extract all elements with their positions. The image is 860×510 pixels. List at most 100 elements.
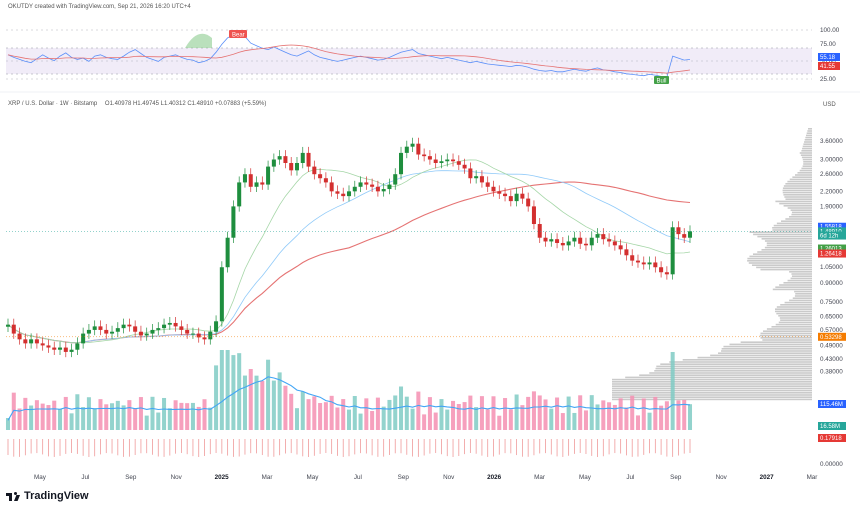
time-axis-label: Mar: [534, 474, 545, 481]
volume-profile-bar: [764, 246, 812, 249]
candle-body: [23, 339, 28, 344]
volume-bar: [329, 395, 334, 430]
volume-profile-bar: [776, 312, 812, 315]
candle-body: [312, 166, 317, 175]
candles: [5, 137, 693, 358]
volume-bar: [387, 399, 392, 430]
candle-body: [150, 329, 155, 334]
volume-bar: [352, 396, 357, 430]
candle-body: [653, 262, 658, 268]
time-axis-label: Sep: [398, 474, 410, 481]
candle-body: [670, 227, 675, 275]
volume-bar: [399, 386, 404, 430]
candle-body: [115, 328, 120, 332]
candle-body: [167, 322, 172, 325]
volume-profile-bar: [771, 326, 812, 328]
candle-body: [69, 349, 74, 352]
price-tag: [818, 434, 846, 442]
volume-profile-bar: [783, 205, 812, 207]
candle-body: [370, 184, 375, 187]
candle-body: [75, 343, 80, 350]
volume-bar: [578, 395, 583, 430]
volume-bar: [219, 350, 224, 430]
candle-body: [485, 182, 490, 187]
volume-profile-bar: [766, 244, 812, 247]
volume-profile-bar: [790, 277, 812, 280]
price-axis-label: 0.90000: [820, 280, 843, 287]
volume-profile-bar: [779, 317, 812, 319]
price-tag-text: 1.26013: [820, 247, 842, 253]
volume-profile-bar: [794, 290, 812, 293]
volume-profile-bar: [802, 165, 812, 167]
bottom-histogram: [7, 439, 691, 457]
volume-profile-bar: [612, 385, 812, 387]
volume-bar: [641, 398, 646, 430]
volume-profile-bar: [794, 174, 812, 176]
volume-profile-bar: [805, 136, 812, 139]
volume-profile-bar: [773, 224, 812, 227]
volume-bar: [121, 405, 126, 430]
volume-profile-bar: [783, 194, 812, 196]
candle-body: [508, 196, 513, 202]
volume-bar: [503, 398, 508, 430]
volume-profile-bar: [802, 147, 812, 150]
volume-bar: [572, 412, 577, 430]
candle-body: [624, 249, 629, 256]
bull-label-text: Bull: [657, 78, 667, 84]
volume-bar: [647, 412, 652, 430]
volume-profile-bar: [791, 213, 812, 216]
price-tag-text: 115.46M: [820, 402, 843, 408]
volume-bar: [214, 365, 219, 430]
volume-profile-bar: [669, 361, 812, 363]
volume-profile-bar: [803, 143, 812, 145]
volume-profile-bar: [761, 238, 812, 240]
volume-bar: [676, 400, 681, 430]
volume-bar: [653, 396, 658, 430]
rsi-axis-label: 100.00: [820, 27, 840, 34]
time-axis-label: Sep: [670, 474, 682, 481]
volume-profile-bar: [785, 198, 812, 200]
candle-body: [387, 184, 392, 190]
volume-profile-bar: [787, 207, 812, 209]
volume-profile-bar: [782, 187, 812, 189]
volume-bar: [381, 406, 386, 430]
price-axis-label: 2.20000: [820, 188, 843, 195]
candle-body: [404, 146, 409, 153]
volume-profile-bar: [781, 220, 812, 222]
volume-profile-bar: [751, 264, 812, 266]
volume-profile-bar: [776, 306, 812, 308]
volume-bar: [526, 396, 531, 430]
volume-bar: [520, 405, 525, 430]
volume-bar: [23, 397, 28, 430]
volume-bar: [479, 396, 484, 430]
volume-bar: [63, 396, 68, 430]
price-tag-text: 1.26418: [820, 252, 842, 258]
candle-body: [566, 241, 571, 246]
volume-profile-bar: [791, 273, 812, 275]
volume-profile-bar: [612, 378, 812, 381]
candle-body: [121, 324, 126, 329]
candle-body: [144, 333, 149, 336]
candle-body: [399, 152, 404, 175]
volume-bar: [69, 413, 74, 430]
volume-bar: [462, 402, 467, 430]
rsi-overbought-fill: [185, 33, 212, 48]
volume-profile-bar: [780, 319, 812, 321]
candle-body: [98, 326, 103, 330]
volume-profile-bar: [766, 242, 812, 244]
volume-bar: [323, 402, 328, 430]
volume-bar: [110, 403, 115, 430]
volume-bar: [277, 372, 282, 430]
symbol-line: XRP / U.S. Dollar · 1W · Bitstamp O1.409…: [8, 101, 266, 107]
volume-profile-bar: [747, 257, 812, 260]
volume-bar: [514, 394, 519, 430]
price-axis-label: 1.90000: [820, 203, 843, 210]
volume-profile-bar: [787, 180, 812, 183]
price-axis-label: 1.05000: [820, 264, 843, 271]
volume-profile-bar: [799, 152, 812, 154]
volume-profile-bar: [753, 233, 812, 236]
bear-label: Bear: [229, 30, 247, 38]
volume-bar: [410, 408, 415, 430]
volume-profile-bar: [747, 260, 812, 262]
